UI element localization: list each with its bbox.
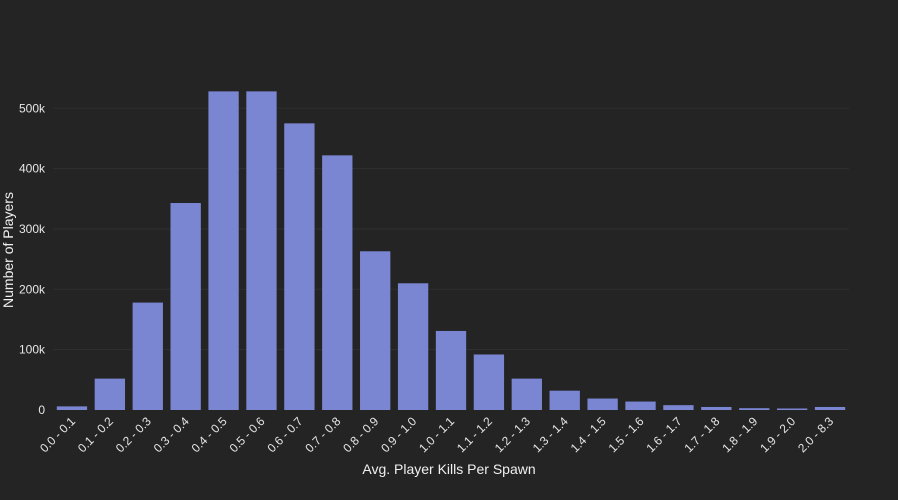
x-tick-label: 0.4 - 0.5 bbox=[189, 414, 230, 455]
bar bbox=[625, 401, 656, 410]
bar bbox=[511, 378, 542, 410]
bar bbox=[701, 406, 732, 410]
x-tick-label: 1.2 - 1.3 bbox=[492, 414, 533, 455]
bar bbox=[663, 405, 694, 410]
bar bbox=[587, 398, 618, 410]
x-tick-label: 1.6 - 1.7 bbox=[644, 414, 685, 455]
x-tick-label: 0.1 - 0.2 bbox=[75, 414, 116, 455]
x-axis-ticks: 0.0 - 0.10.1 - 0.20.2 - 0.30.3 - 0.40.4 … bbox=[37, 414, 836, 455]
bar bbox=[246, 91, 277, 411]
x-tick-label: 1.3 - 1.4 bbox=[530, 414, 571, 455]
bar bbox=[94, 378, 126, 410]
bar bbox=[739, 408, 770, 410]
bar bbox=[284, 123, 315, 411]
x-tick-label: 0.0 - 0.1 bbox=[37, 414, 78, 455]
bar bbox=[473, 354, 505, 410]
bar bbox=[776, 408, 808, 410]
bar bbox=[322, 155, 353, 410]
y-tick-label: 400k bbox=[19, 162, 46, 176]
y-tick-label: 0 bbox=[38, 403, 45, 417]
bars bbox=[56, 91, 846, 411]
y-tick-label: 200k bbox=[19, 282, 46, 296]
x-tick-label: 0.5 - 0.6 bbox=[227, 414, 268, 455]
bar bbox=[549, 390, 580, 410]
bar bbox=[814, 406, 846, 410]
x-tick-label: 0.6 - 0.7 bbox=[264, 414, 305, 455]
x-axis-title: Avg. Player Kills Per Spawn bbox=[362, 461, 535, 477]
y-axis-ticks: 0 100k 200k 300k 400k 500k bbox=[19, 101, 46, 417]
x-tick-label: 0.3 - 0.4 bbox=[151, 414, 192, 455]
bar bbox=[397, 283, 429, 410]
bar bbox=[170, 203, 201, 410]
x-tick-label: 1.9 - 2.0 bbox=[757, 414, 798, 455]
x-tick-label: 2.0 - 8.3 bbox=[795, 414, 836, 455]
y-tick-label: 300k bbox=[19, 222, 46, 236]
bar bbox=[435, 330, 467, 410]
bar bbox=[360, 251, 391, 410]
bar bbox=[208, 91, 239, 411]
x-tick-label: 0.2 - 0.3 bbox=[113, 414, 154, 455]
x-tick-label: 0.7 - 0.8 bbox=[302, 414, 343, 455]
x-tick-label: 1.1 - 1.2 bbox=[454, 414, 495, 455]
x-tick-label: 1.0 - 1.1 bbox=[416, 414, 457, 455]
y-axis-title: Number of Players bbox=[0, 192, 16, 308]
x-tick-label: 0.9 - 1.0 bbox=[378, 414, 419, 455]
y-tick-label: 100k bbox=[19, 343, 46, 357]
bar bbox=[132, 302, 163, 410]
x-tick-label: 1.7 - 1.8 bbox=[681, 414, 722, 455]
x-tick-label: 1.4 - 1.5 bbox=[568, 414, 609, 455]
x-tick-label: 0.8 - 0.9 bbox=[340, 414, 381, 455]
y-tick-label: 500k bbox=[19, 101, 46, 115]
bar bbox=[56, 406, 88, 410]
x-tick-label: 1.8 - 1.9 bbox=[719, 414, 760, 455]
x-tick-label: 1.5 - 1.6 bbox=[606, 414, 647, 455]
